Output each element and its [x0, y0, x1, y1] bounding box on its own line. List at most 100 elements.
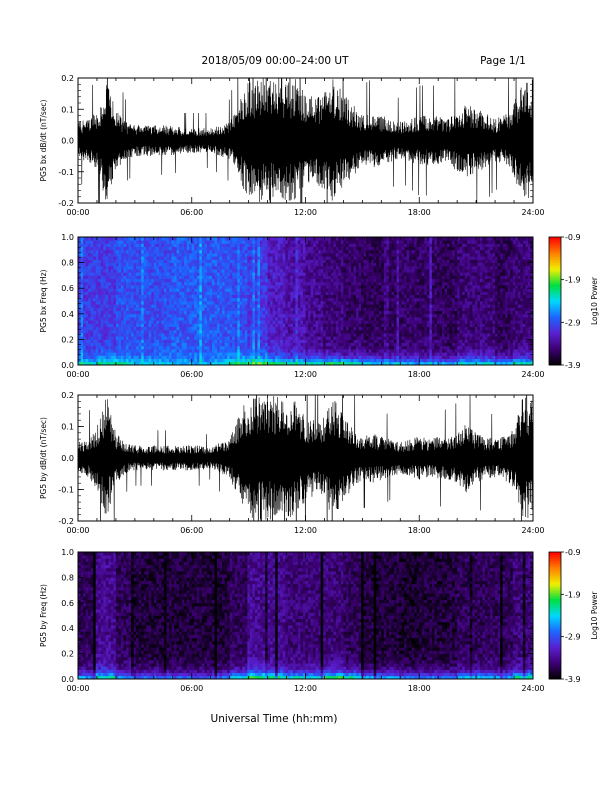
spectrogram-cell	[290, 307, 294, 311]
spectrogram-cell	[328, 317, 332, 321]
spectrogram-cell	[196, 275, 200, 279]
spectrogram-cell	[328, 281, 332, 286]
spectrogram-cell	[371, 262, 375, 267]
spectrogram-cell	[196, 361, 200, 366]
spectrogram-cell	[277, 253, 281, 257]
spectrogram-cell	[378, 358, 382, 363]
spectrogram-cell	[206, 307, 210, 311]
spectrogram-cell	[295, 329, 299, 334]
spectrogram-cell	[234, 358, 238, 363]
spectrogram-cell	[254, 345, 258, 350]
spectrogram-cell	[88, 349, 92, 353]
spectrogram-cell	[131, 243, 135, 247]
spectrogram-cell	[189, 320, 193, 324]
spectrogram-cell	[302, 256, 306, 260]
spectrogram-cell	[209, 262, 213, 267]
spectrogram-cell	[214, 323, 218, 327]
spectrogram-cell	[123, 342, 127, 347]
spectrogram-cell	[93, 272, 97, 276]
spectrogram-cell	[318, 278, 322, 283]
spectrogram-cell	[318, 253, 322, 257]
spectrogram-cell	[83, 361, 86, 366]
spectrogram-cell	[105, 269, 109, 273]
spectrogram-cell	[158, 265, 162, 270]
spectrogram-cell	[191, 329, 195, 334]
spectrogram-cell	[267, 259, 271, 263]
spectrogram-cell	[330, 307, 334, 311]
spectrogram-cell	[83, 256, 86, 260]
spectrogram-cell	[148, 317, 152, 321]
spectrogram-cell	[90, 301, 94, 305]
spectrogram-cell	[333, 294, 337, 299]
spectrogram-cell	[358, 243, 362, 247]
spectrogram-cell	[302, 301, 306, 305]
spectrogram-cell	[214, 246, 218, 251]
spectrogram-cell	[224, 237, 228, 241]
spectrogram-cell	[95, 326, 99, 331]
spectrogram-cell	[108, 262, 112, 267]
spectrogram-cell	[340, 265, 344, 270]
spectrogram-cell	[345, 339, 349, 343]
spectrogram-cell	[363, 297, 367, 302]
spectrogram-cell	[151, 278, 155, 283]
spectrogram-cell	[267, 339, 271, 343]
spectrogram-cell	[378, 275, 382, 279]
spectrogram-cell	[371, 339, 375, 343]
spectrogram-cell	[262, 358, 266, 363]
spectrogram-cell	[133, 320, 137, 324]
spectrogram-cell	[335, 275, 339, 279]
spectrogram-cell	[222, 349, 226, 353]
spectrogram-cell	[224, 313, 228, 318]
spectrogram-cell	[361, 304, 365, 308]
spectrogram-cell	[184, 253, 188, 257]
spectrogram-cell	[146, 313, 150, 318]
spectrogram-cell	[262, 256, 266, 260]
spectrogram-cell	[196, 297, 200, 302]
spectrogram-cell	[138, 355, 142, 359]
spectrogram-cell	[237, 336, 241, 340]
spectrogram-cell	[254, 259, 258, 263]
spectrogram-cell	[282, 281, 286, 286]
spectrogram-cell	[199, 256, 203, 260]
spectrogram-cell	[345, 323, 349, 327]
spectrogram-cell	[333, 275, 337, 279]
spectrogram-cell	[163, 310, 167, 315]
spectrogram-cell	[93, 269, 97, 273]
spectrogram-cell	[204, 275, 208, 279]
spectrogram-cell	[320, 317, 324, 321]
spectrogram-cell	[363, 358, 367, 363]
spectrogram-cell	[285, 304, 289, 308]
spectrogram-cell	[340, 297, 344, 302]
spectrogram-cell	[313, 256, 317, 260]
spectrogram-cell	[211, 278, 215, 283]
spectrogram-cell	[234, 326, 238, 331]
spectrogram-cell	[88, 294, 92, 299]
spectrogram-cell	[267, 256, 271, 260]
spectrogram-cell	[292, 333, 296, 337]
spectrogram-cell	[348, 243, 352, 247]
spectrogram-cell	[199, 275, 203, 279]
spectrogram-cell	[201, 256, 205, 260]
spectrogram-cell	[158, 323, 162, 327]
spectrogram-cell	[318, 285, 322, 289]
spectrogram-cell	[265, 358, 268, 363]
spectrogram-cell	[136, 352, 140, 356]
spectrogram-cell	[383, 243, 387, 247]
spectrogram-cell	[366, 313, 370, 318]
spectrogram-cell	[169, 323, 172, 327]
spectrogram-cell	[191, 310, 195, 315]
spectrogram-cell	[100, 301, 104, 305]
spectrogram-cell	[222, 355, 226, 359]
spectrogram-cell	[239, 339, 243, 343]
spectrogram-cell	[292, 313, 296, 318]
spectrogram-cell	[305, 262, 309, 267]
spectrogram-cell	[204, 317, 208, 321]
spectrogram-cell	[148, 256, 152, 260]
spectrogram-cell	[295, 349, 299, 353]
spectrogram-cell	[260, 249, 263, 254]
spectrogram-cell	[100, 243, 104, 247]
spectrogram-cell	[383, 310, 387, 315]
spectrogram-cell	[138, 307, 142, 311]
spectrogram-cell	[133, 304, 137, 308]
spectrogram-cell	[191, 237, 195, 241]
